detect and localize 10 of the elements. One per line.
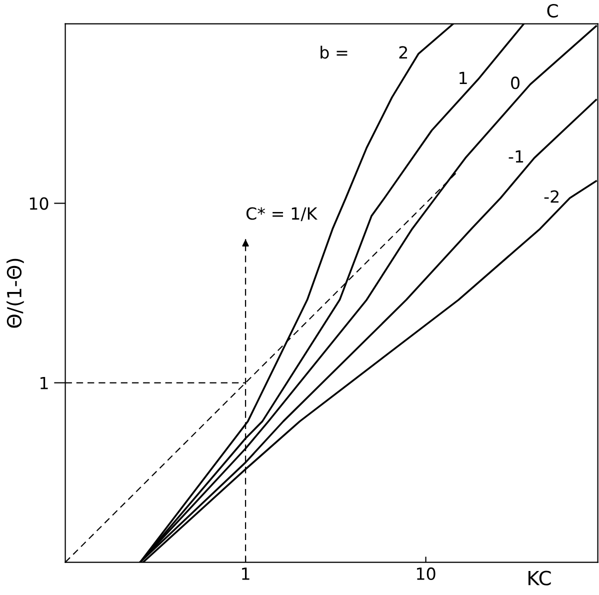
series-label: 2: [399, 46, 408, 58]
series-label: 0: [511, 76, 520, 90]
series-label: -1: [508, 150, 524, 163]
y-axis-title: Θ/(1-Θ): [6, 258, 24, 328]
legend-title: b =: [320, 46, 348, 59]
series-label: -2: [544, 190, 558, 203]
x-axis-title: KC: [528, 570, 551, 586]
text: C: [547, 4, 558, 18]
series-label: 1: [460, 72, 467, 84]
ref-line-label: C* = 1/K: [246, 207, 318, 222]
